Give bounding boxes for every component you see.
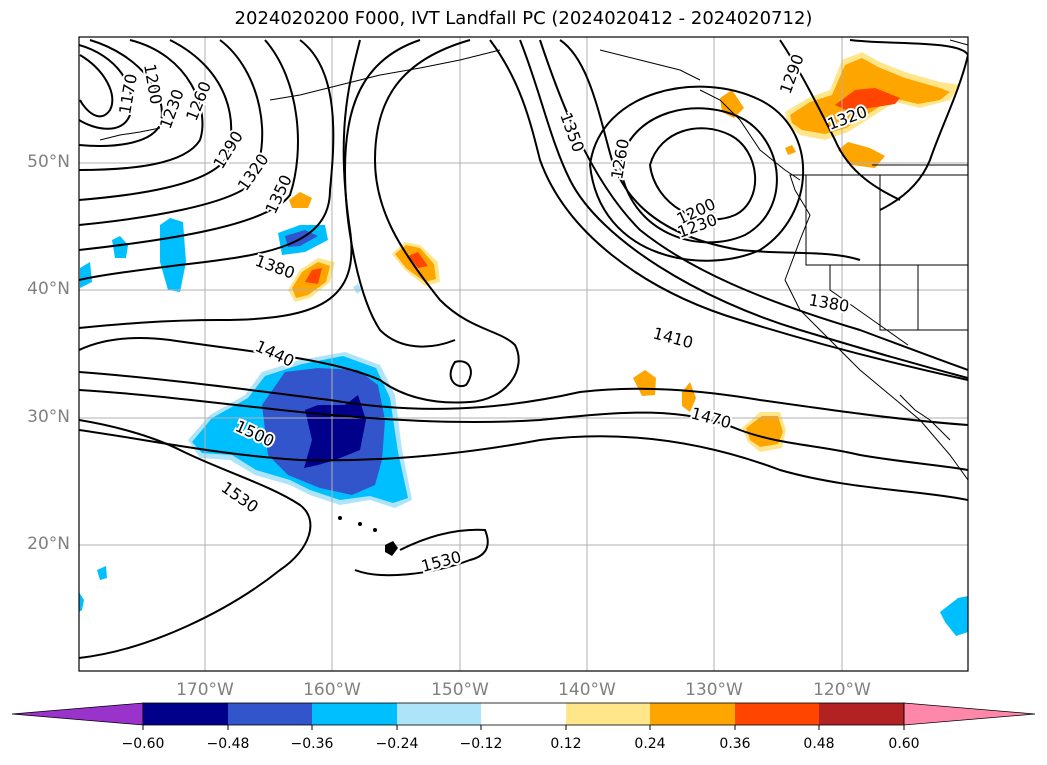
contour-label: 1260	[607, 137, 633, 180]
colorbar-tick-label: −0.36	[290, 736, 334, 752]
ivt-contours	[79, 39, 968, 659]
colorbar-tick-label: −0.12	[459, 736, 503, 752]
contour-label: 1380	[253, 251, 298, 283]
contour-label: 1290	[209, 128, 247, 173]
colorbar-segment	[735, 703, 819, 725]
colorbar-segment	[650, 703, 735, 725]
colorbar-tick-label: 0.12	[550, 736, 582, 752]
graticule	[79, 37, 968, 671]
contour-label: 1170	[115, 72, 141, 115]
colorbar-tick-label: 0.36	[719, 736, 751, 752]
map-border	[78, 36, 969, 672]
hawaii-islands	[338, 516, 398, 556]
lon-label-160w: 160°W	[303, 680, 361, 700]
ivt-shading	[79, 52, 968, 636]
colorbar-tick-label: 0.48	[803, 736, 835, 752]
colorbar-min-extension	[11, 702, 144, 726]
contour-label: 1410	[651, 324, 695, 353]
colorbar-tick-label: −0.48	[206, 736, 250, 752]
contour-label: 1200	[140, 62, 166, 105]
lat-label-20n: 20°N	[27, 534, 70, 554]
lon-label-130w: 130°W	[685, 680, 743, 700]
contour-label: 1260	[182, 79, 215, 124]
coastlines	[99, 39, 968, 481]
colorbar-segment	[397, 703, 481, 725]
lon-label-140w: 140°W	[558, 680, 616, 700]
lon-label-150w: 150°W	[431, 680, 489, 700]
contour-label: 1530	[218, 478, 262, 517]
colorbar-segment	[143, 703, 228, 725]
colorbar-tick-label: −0.60	[121, 736, 165, 752]
contour-label: 1530	[419, 547, 463, 576]
contour-label: 1350	[556, 110, 588, 155]
lat-label-40n: 40°N	[27, 279, 70, 299]
lon-label-170w: 170°W	[176, 680, 234, 700]
colorbar-segment	[566, 703, 650, 725]
colorbar-tick-label: 0.24	[634, 736, 666, 752]
colorbar-segment	[819, 703, 904, 725]
contour-label: 1380	[807, 290, 850, 316]
lon-label-120w: 120°W	[813, 680, 871, 700]
contour-label: 1290	[776, 52, 808, 97]
colorbar-segment	[312, 703, 397, 725]
contour-label: 1440	[252, 336, 297, 370]
contour-label: 1320	[234, 150, 273, 194]
contour-label: 1470	[689, 404, 733, 433]
colorbar-tick-label: 0.60	[888, 736, 920, 752]
colorbar-max-extension	[903, 702, 1036, 726]
colorbar	[11, 702, 1036, 730]
map-title: 2024020200 F000, IVT Landfall PC (202402…	[234, 8, 813, 29]
colorbar-segment	[228, 703, 312, 725]
colorbar-segment	[481, 703, 566, 725]
lat-label-50n: 50°N	[27, 152, 70, 172]
colorbar-tick-label: −0.24	[375, 736, 419, 752]
lat-label-30n: 30°N	[27, 407, 70, 427]
